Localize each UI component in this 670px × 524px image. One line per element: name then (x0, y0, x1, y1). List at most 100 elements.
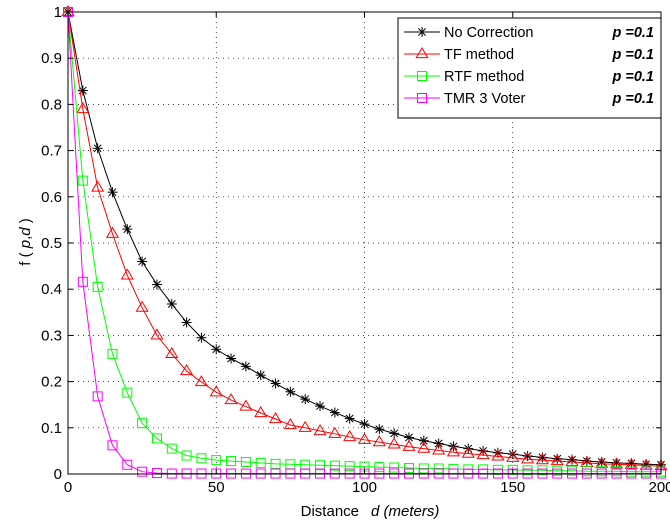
data-point-marker (506, 450, 520, 462)
legend: No Correction p =0.1 TF method p =0.1 RTF me… (397, 17, 662, 119)
legend-swatch-marker (417, 27, 427, 37)
y-tick-label: 0.3 (41, 327, 62, 344)
data-point-marker (150, 328, 164, 340)
data-point-marker (255, 457, 266, 468)
data-point-marker (344, 461, 355, 472)
data-point-marker (446, 445, 461, 457)
data-point-marker (418, 463, 429, 474)
y-tick-label: 0.6 (41, 189, 62, 206)
data-point-marker (224, 393, 238, 405)
data-point-marker (122, 224, 133, 235)
data-point-marker (417, 441, 431, 453)
legend-parameter: p =0.1 (611, 47, 654, 63)
data-point-marker (565, 455, 579, 467)
data-point-marker (240, 361, 251, 372)
data-point-marker (357, 432, 372, 444)
y-tick-label: 0.8 (41, 96, 62, 113)
y-axis-title-p: p (17, 240, 34, 249)
data-point-marker (328, 426, 342, 438)
data-point-marker (166, 443, 177, 454)
x-axis-title-word: Distance (301, 503, 359, 520)
data-point-marker (298, 420, 312, 432)
legend-label: No Correction (444, 25, 533, 41)
data-point-marker (240, 456, 251, 467)
legend-entry-3: RTF method p =0.1 (404, 69, 654, 85)
data-point-marker (137, 256, 148, 267)
data-point-marker (92, 391, 103, 402)
legend-swatch-marker (415, 47, 429, 59)
data-point-marker (418, 435, 429, 446)
legend-label: TF method (444, 47, 514, 63)
series-line (67, 11, 662, 467)
y-tick-label: 0.7 (41, 143, 62, 160)
data-point-marker (315, 460, 326, 471)
legend-entry-4: TMR 3 Voter p =0.1 (404, 91, 654, 107)
y-axis-title-comma: , (17, 236, 34, 240)
data-point-marker (92, 143, 103, 154)
axis-ticks: 0 50 100 150 200 0 0.1 0.2 0.3 0.4 0.5 0.6 0.7 0.8 0.9… (41, 4, 670, 496)
data-point-marker (107, 348, 118, 359)
data-point-marker (137, 418, 148, 429)
data-point-marker (313, 424, 327, 436)
data-point-marker (403, 432, 414, 443)
x-tick-label: 200 (648, 479, 670, 496)
data-point-marker (77, 175, 88, 186)
data-point-marker (624, 457, 638, 469)
data-point-marker (433, 463, 444, 474)
data-point-marker (372, 435, 386, 447)
y-axis-title: f ( p,d ) (17, 218, 34, 266)
legend-entries: No Correction p =0.1 TF method p =0.1 RTF me… (404, 25, 654, 107)
y-axis-title-close: ) (17, 218, 34, 227)
data-point-marker (476, 448, 490, 460)
y-tick-label: 0.2 (41, 374, 62, 391)
x-axis-title-variable: d (meters) (371, 503, 439, 520)
y-tick-label: 0 (54, 466, 62, 483)
y-tick-label: 0.4 (41, 281, 62, 298)
y-tick-label: 0.9 (41, 50, 62, 67)
data-point-marker (92, 281, 103, 292)
data-point-marker (151, 433, 162, 444)
data-point-marker (196, 332, 207, 343)
data-point-marker (76, 102, 90, 114)
data-point-marker (315, 401, 326, 412)
data-point-marker (226, 353, 237, 364)
x-tick-label: 150 (500, 479, 525, 496)
data-point-marker (105, 226, 120, 238)
legend-entry-2: TF method p =0.1 (404, 47, 654, 63)
data-point-marker (461, 446, 475, 458)
data-point-marker (181, 450, 192, 461)
data-point-marker (181, 317, 192, 328)
data-point-marker (329, 407, 340, 418)
data-point-marker (432, 443, 446, 455)
data-point-marker (165, 346, 179, 358)
data-point-marker (270, 378, 281, 389)
legend-label: TMR 3 Voter (444, 91, 526, 107)
data-point-marker (239, 399, 253, 411)
data-point-marker (107, 187, 118, 198)
data-point-marker (211, 455, 222, 466)
grid-lines (68, 12, 661, 474)
data-point-marker (166, 298, 177, 309)
data-point-marker (283, 418, 297, 430)
data-point-marker (535, 453, 549, 465)
data-point-marker (77, 276, 88, 287)
data-point-marker (180, 363, 194, 376)
data-point-marker (389, 462, 400, 473)
data-point-marker (255, 370, 266, 381)
data-point-marker (403, 462, 414, 473)
data-point-marker (151, 279, 162, 290)
data-point-marker (270, 458, 281, 469)
series-1 (63, 7, 666, 470)
data-point-marker (491, 449, 505, 461)
data-point-marker (151, 468, 162, 479)
legend-box (397, 17, 662, 119)
x-tick-label: 50 (208, 479, 225, 496)
data-point-marker (344, 413, 355, 424)
y-axis-title-d: d (17, 227, 34, 236)
legend-parameter: p =0.1 (611, 25, 654, 41)
series-2 (61, 5, 668, 471)
x-tick-label: 100 (352, 479, 377, 496)
y-axis-title-open: f ( (17, 248, 34, 266)
data-point-marker (595, 456, 609, 468)
